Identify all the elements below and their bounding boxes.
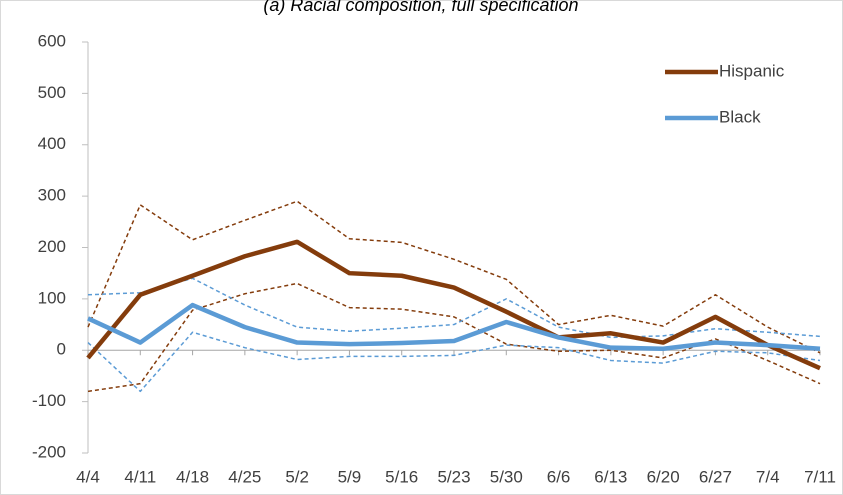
x-tick-label: 5/2	[285, 467, 309, 486]
y-tick-label: 500	[38, 83, 66, 102]
series-line	[87, 302, 821, 351]
y-tick-label: -100	[32, 391, 66, 410]
x-tick-label: 6/13	[594, 467, 627, 486]
x-tick-label: 6/27	[699, 467, 732, 486]
x-tick-label: 4/11	[124, 467, 156, 486]
legend-label: Hispanic	[719, 61, 785, 80]
interval-line	[87, 331, 821, 393]
x-tick-label: 4/4	[76, 467, 100, 486]
x-tick-label: 5/30	[490, 467, 523, 486]
y-tick-label: 600	[38, 31, 66, 50]
interval-line	[87, 282, 821, 393]
x-tick-label: 4/25	[228, 467, 261, 486]
y-tick-label: 300	[38, 186, 66, 205]
x-tick-label: 5/23	[437, 467, 470, 486]
legend-label: Black	[719, 107, 761, 126]
y-tick-label: 100	[38, 288, 66, 307]
interval-line	[87, 200, 821, 354]
x-tick-label: 5/9	[338, 467, 362, 486]
y-tick-label: 400	[38, 134, 66, 153]
chart-title: (a) Racial composition, full specificati…	[263, 0, 578, 15]
x-tick-label: 5/16	[385, 467, 418, 486]
series-line	[86, 239, 821, 371]
x-tick-label: 6/6	[547, 467, 571, 486]
x-tick-label: 4/18	[176, 467, 209, 486]
x-tick-label: 7/4	[756, 467, 780, 486]
y-tick-label: -200	[32, 442, 66, 461]
interval-line	[87, 277, 821, 339]
x-tick-label: 7/11	[804, 467, 836, 486]
y-tick-label: 200	[38, 237, 66, 256]
x-tick-label: 6/20	[647, 467, 680, 486]
y-tick-label: 0	[57, 340, 66, 359]
